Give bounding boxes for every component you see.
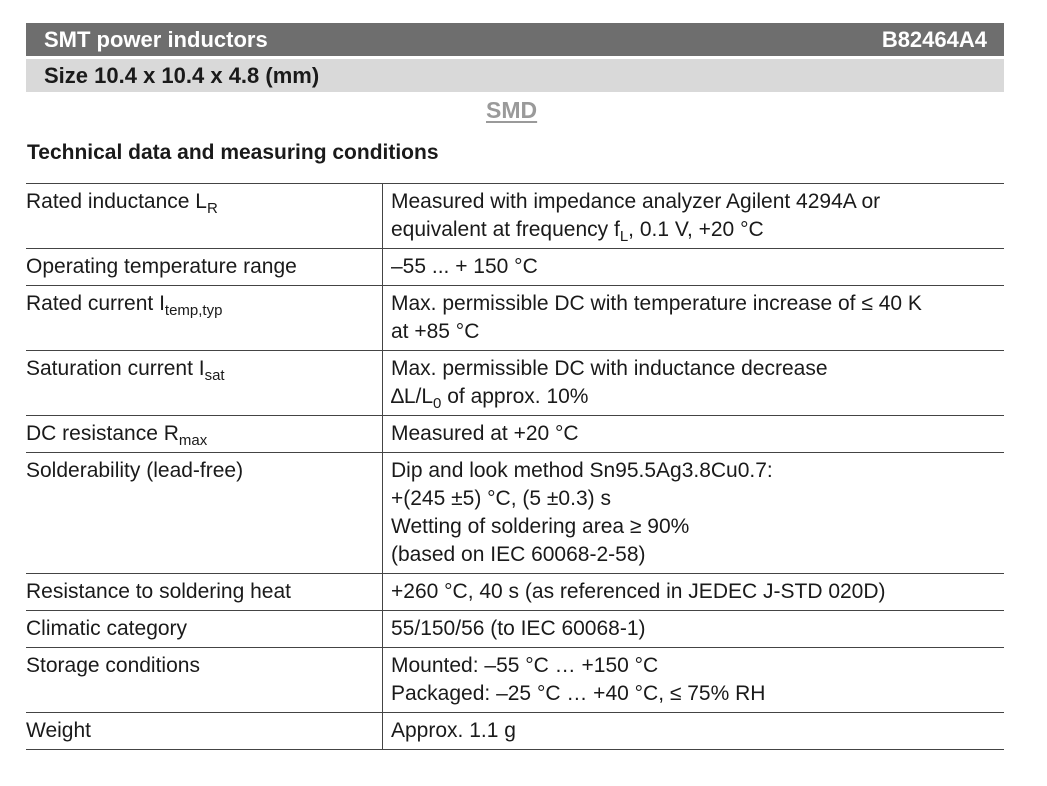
parameter-subscript: temp,typ [164,302,223,319]
parameter-name: Rated current I [26,292,165,315]
condition-text: of approx. 10% [441,385,589,408]
parameter-subscript: R [206,200,218,217]
condition-line: –55 ... + 150 °C [391,255,538,278]
smd-label: SMD [486,97,538,123]
condition-line: Packaged: –25 °C … +40 °C, ≤ 75% RH [391,682,766,705]
condition-cell: Dip and look method Sn95.5Ag3.8Cu0.7: +(2… [382,452,1004,574]
condition-line: +260 °C, 40 s (as referenced in JEDEC J-… [391,580,886,603]
parameter-name: Weight [26,719,91,742]
parameter-name: Solderability (lead-free) [26,459,244,482]
condition-line: Measured with impedance analyzer Agilent… [391,190,881,213]
condition-line: at +85 °C [391,320,480,343]
parameter-name: Rated inductance L [26,190,207,213]
table-row: Storage conditions Mounted: –55 °C … +150… [26,647,1004,713]
parameter-name: Operating temperature range [26,255,297,278]
condition-line: Dip and look method Sn95.5Ag3.8Cu0.7: [391,459,773,482]
condition-cell: Max. permissible DC with inductance decr… [382,350,1004,416]
condition-text: , 0.1 V, +20 °C [628,218,764,241]
condition-line: Max. permissible DC with inductance decr… [391,357,828,380]
table-row: Weight Approx. 1.1 g [26,712,1004,750]
table-row: Operating temperature range –55 ... + 150… [26,248,1004,286]
condition-line: equivalent at frequency fL, 0.1 V, +20 °… [391,216,1004,244]
parameter-cell: Operating temperature range [26,248,383,286]
parameter-name: DC resistance R [26,422,179,445]
condition-line: Approx. 1.1 g [391,719,516,742]
size-bar: Size 10.4 x 10.4 x 4.8 (mm) [26,59,1004,92]
parameter-name: Resistance to soldering heat [26,580,291,603]
parameter-name: Saturation current I [26,357,205,380]
condition-line: Max. permissible DC with temperature inc… [391,292,922,315]
parameter-cell: Climatic category [26,610,383,648]
table-row: DC resistance Rmax Measured at +20 °C [26,415,1004,453]
condition-line: Wetting of soldering area ≥ 90% [391,515,690,538]
parameter-cell: Storage conditions [26,647,383,713]
parameter-cell: Rated inductance LR [26,183,383,249]
parameter-cell: Saturation current Isat [26,350,383,416]
condition-cell: Approx. 1.1 g [382,712,1004,750]
parameter-cell: Solderability (lead-free) [26,452,383,574]
condition-line: +(245 ±5) °C, (5 ±0.3) s [391,487,611,510]
technical-data-table: Rated inductance LR Measured with impedan… [26,183,1004,750]
document-title: SMT power inductors [44,27,268,52]
table-row: Rated current Itemp,typ Max. permissible … [26,285,1004,351]
condition-text: equivalent at frequency f [391,218,620,241]
header-bar: SMT power inductors B82464A4 [26,23,1004,56]
table-row: Solderability (lead-free) Dip and look me… [26,452,1004,574]
parameter-subscript: max [178,432,208,449]
parameter-subscript: sat [204,367,225,384]
parameter-name: Climatic category [26,617,188,640]
table-row: Saturation current Isat Max. permissible … [26,350,1004,416]
section-heading: Technical data and measuring conditions [27,141,439,164]
size-label: Size 10.4 x 10.4 x 4.8 (mm) [44,63,320,88]
condition-cell: Max. permissible DC with temperature inc… [382,285,1004,351]
part-number: B82464A4 [881,27,987,52]
condition-text: ∆L/L [391,385,434,408]
table-row: Resistance to soldering heat +260 °C, 40 … [26,573,1004,611]
condition-cell: Measured at +20 °C [382,415,1004,453]
condition-line: Measured at +20 °C [391,422,579,445]
parameter-cell: Rated current Itemp,typ [26,285,383,351]
parameter-cell: DC resistance Rmax [26,415,383,453]
table-row: Climatic category 55/150/56 (to IEC 60068… [26,610,1004,648]
parameter-cell: Resistance to soldering heat [26,573,383,611]
condition-subscript: 0 [433,395,442,412]
condition-cell: Mounted: –55 °C … +150 °C Packaged: –25 °… [382,647,1004,713]
table-row: Rated inductance LR Measured with impedan… [26,183,1004,249]
condition-line: Mounted: –55 °C … +150 °C [391,654,659,677]
condition-line: 55/150/56 (to IEC 60068-1) [391,617,646,640]
condition-line: (based on IEC 60068-2-58) [391,543,646,566]
condition-subscript: L [619,228,629,245]
condition-cell: +260 °C, 40 s (as referenced in JEDEC J-… [382,573,1004,611]
parameter-cell: Weight [26,712,383,750]
condition-cell: –55 ... + 150 °C [382,248,1004,286]
condition-cell: Measured with impedance analyzer Agilent… [382,183,1004,249]
condition-cell: 55/150/56 (to IEC 60068-1) [382,610,1004,648]
condition-line: ∆L/L0 of approx. 10% [391,383,1004,411]
parameter-name: Storage conditions [26,654,200,677]
